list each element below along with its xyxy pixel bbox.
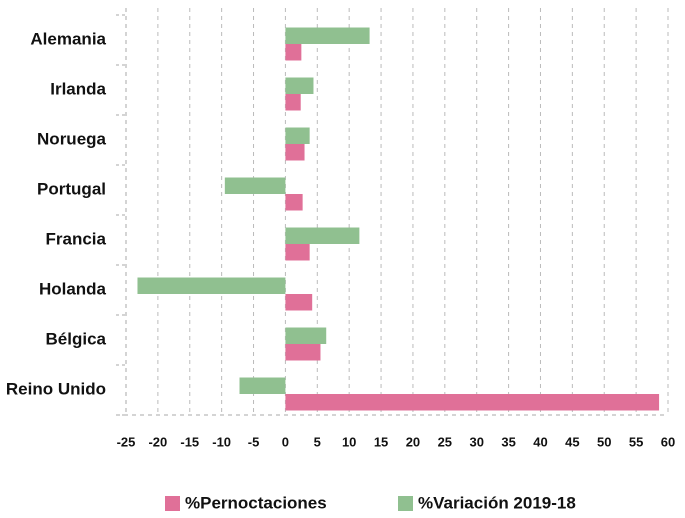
y-tick-label: Alemania bbox=[30, 29, 106, 48]
y-tick-label: Portugal bbox=[37, 179, 106, 198]
y-tick-label: Noruega bbox=[37, 129, 107, 148]
bar bbox=[285, 394, 660, 411]
bar bbox=[285, 294, 313, 311]
x-tick-label: 15 bbox=[374, 434, 388, 449]
legend-swatch bbox=[398, 496, 413, 511]
legend-label: %Pernoctaciones bbox=[185, 493, 327, 512]
legend-label: %Variación 2019-18 bbox=[418, 493, 576, 512]
bar bbox=[285, 77, 314, 94]
x-tick-label: 20 bbox=[406, 434, 420, 449]
x-tick-label: 0 bbox=[282, 434, 289, 449]
bar bbox=[239, 377, 286, 394]
bar bbox=[285, 344, 321, 361]
x-tick-label: 10 bbox=[342, 434, 356, 449]
x-tick-label: 25 bbox=[438, 434, 452, 449]
bar bbox=[137, 277, 286, 294]
bar bbox=[285, 227, 360, 244]
bar bbox=[285, 127, 310, 144]
bar bbox=[285, 44, 302, 61]
x-tick-label: -15 bbox=[180, 434, 199, 449]
x-tick-label: -20 bbox=[148, 434, 167, 449]
y-tick-label: Irlanda bbox=[50, 79, 106, 98]
legend-swatch bbox=[165, 496, 180, 511]
bar bbox=[285, 94, 301, 111]
x-tick-label: -10 bbox=[212, 434, 231, 449]
bar bbox=[224, 177, 286, 194]
bar bbox=[285, 244, 310, 261]
x-tick-label: 35 bbox=[501, 434, 515, 449]
x-tick-label: 60 bbox=[661, 434, 675, 449]
y-tick-label: Francia bbox=[46, 229, 107, 248]
bar bbox=[285, 194, 303, 211]
x-tick-label: 30 bbox=[469, 434, 483, 449]
y-tick-label: Bélgica bbox=[46, 329, 107, 348]
bar bbox=[285, 327, 327, 344]
x-tick-label: 45 bbox=[565, 434, 579, 449]
x-tick-label: -5 bbox=[248, 434, 260, 449]
x-tick-label: 55 bbox=[629, 434, 643, 449]
x-tick-label: 5 bbox=[314, 434, 321, 449]
x-tick-label: -25 bbox=[117, 434, 136, 449]
x-tick-label: 50 bbox=[597, 434, 611, 449]
bar bbox=[285, 27, 370, 44]
y-tick-label: Reino Unido bbox=[6, 379, 106, 398]
x-tick-label: 40 bbox=[533, 434, 547, 449]
y-tick-label: Holanda bbox=[39, 279, 107, 298]
bar bbox=[285, 144, 305, 161]
